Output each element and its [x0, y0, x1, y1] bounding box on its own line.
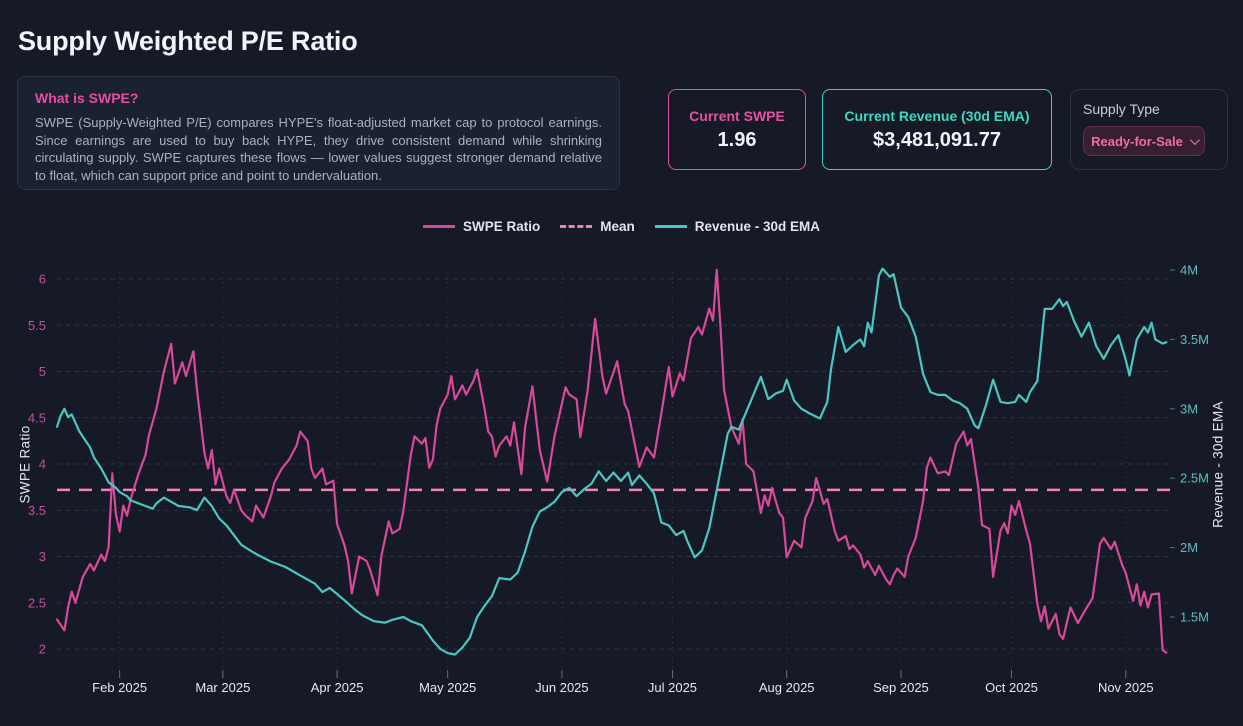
swpe-chart[interactable]: 2 2.5 3 3.5 4 4.5 5 5.5 6 1.5M 2M 2.5M 3M 3.5M 4M Feb 2…	[0, 245, 1243, 726]
current-swpe-label: Current SWPE	[689, 107, 785, 124]
mean-line-swatch-icon	[560, 225, 593, 228]
x-tick: Mar 2025	[195, 680, 250, 695]
info-heading: What is SWPE?	[35, 90, 139, 106]
current-swpe-value: 1.96	[717, 128, 757, 151]
y-left-tick: 2	[39, 642, 46, 657]
y-left-axis-title: SWPE Ratio	[17, 425, 33, 504]
y-right-tick: 2.5M	[1180, 471, 1209, 486]
info-body: SWPE (Supply-Weighted P/E) compares HYPE…	[35, 115, 602, 183]
chart-legend: SWPE Ratio Mean Revenue - 30d EMA	[0, 219, 1243, 234]
vertical-gridlines	[119, 267, 1127, 670]
y-left-tick: 5.5	[28, 318, 46, 333]
legend-label-swpe: SWPE Ratio	[462, 219, 541, 234]
legend-label-revenue: Revenue - 30d EMA	[694, 219, 821, 234]
y-left-tick: 4.5	[28, 410, 46, 425]
supply-type-dropdown[interactable]: Ready-for-Sale	[1083, 126, 1205, 156]
y-right-tick: 1.5M	[1180, 610, 1209, 625]
y-right-axis-title: Revenue - 30d EMA	[1210, 401, 1226, 528]
current-revenue-label: Current Revenue (30d EMA)	[844, 107, 1030, 124]
x-tick: Feb 2025	[92, 680, 147, 695]
x-tick: Jun 2025	[535, 680, 589, 695]
x-tick: Nov 2025	[1098, 680, 1154, 695]
page-title: Supply Weighted P/E Ratio	[18, 26, 358, 56]
current-revenue-card: Current Revenue (30d EMA) $3,481,091.77	[822, 89, 1052, 170]
legend-item-mean[interactable]: Mean	[560, 219, 635, 234]
chart-plot-area[interactable]: 2 2.5 3 3.5 4 4.5 5 5.5 6 1.5M 2M 2.5M 3M 3.5M 4M Feb 2…	[0, 245, 1243, 726]
legend-label-mean: Mean	[600, 219, 635, 234]
x-axis-tick-labels: Feb 2025 Mar 2025 Apr 2025 May 2025 Jun 2025…	[92, 670, 1154, 695]
chevron-down-icon	[1189, 134, 1200, 145]
horizontal-gridlines	[57, 278, 1170, 650]
revenue-line-swatch-icon	[654, 225, 687, 228]
current-revenue-value: $3,481,091.77	[873, 128, 1001, 151]
y-right-tick: 4M	[1180, 263, 1198, 278]
legend-item-swpe[interactable]: SWPE Ratio	[422, 219, 541, 234]
legend-item-revenue[interactable]: Revenue - 30d EMA	[654, 219, 821, 234]
x-tick: Sep 2025	[873, 680, 929, 695]
y-left-tick: 3	[39, 549, 46, 564]
swpe-ratio-line	[55, 268, 1168, 654]
x-tick: Oct 2025	[985, 680, 1038, 695]
current-swpe-card: Current SWPE 1.96	[668, 89, 806, 170]
x-tick: May 2025	[419, 680, 476, 695]
y-right-tick: 3.5M	[1180, 332, 1209, 347]
x-tick: Jul 2025	[648, 680, 697, 695]
y-left-tick: 3.5	[28, 503, 46, 518]
supply-type-panel: Supply Type Ready-for-Sale	[1070, 89, 1228, 170]
supply-type-label: Supply Type	[1083, 101, 1160, 117]
y-right-tick-labels: 1.5M 2M 2.5M 3M 3.5M 4M	[1170, 263, 1209, 625]
x-tick: Aug 2025	[759, 680, 815, 695]
y-left-tick: 4	[39, 457, 46, 472]
y-right-tick: 2M	[1180, 540, 1198, 555]
y-right-tick: 3M	[1180, 401, 1198, 416]
y-left-tick: 2.5	[28, 595, 46, 610]
y-left-tick-labels: 2 2.5 3 3.5 4 4.5 5 5.5 6	[28, 272, 46, 657]
y-left-tick: 6	[39, 272, 46, 287]
y-left-tick: 5	[39, 364, 46, 379]
x-tick: Apr 2025	[311, 680, 364, 695]
revenue-ema-line	[55, 267, 1168, 656]
supply-type-selected-value: Ready-for-Sale	[1091, 133, 1183, 149]
swpe-line-swatch-icon	[422, 225, 455, 228]
swpe-description-panel: What is SWPE? SWPE (Supply-Weighted P/E)…	[17, 76, 620, 190]
